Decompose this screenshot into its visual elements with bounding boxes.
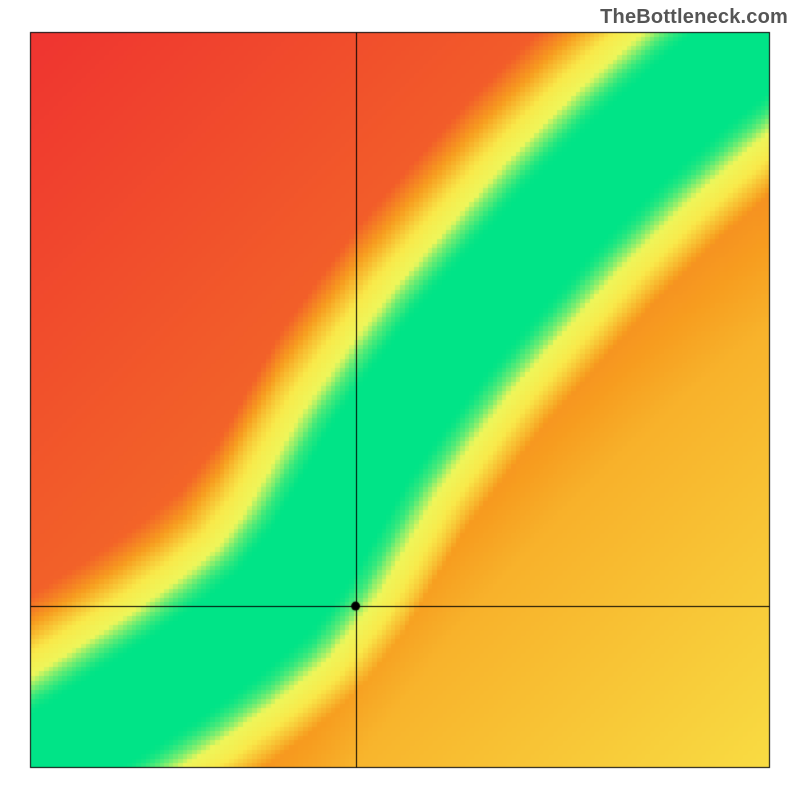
heatmap-canvas xyxy=(0,0,800,800)
watermark-text: TheBottleneck.com xyxy=(600,6,788,29)
chart-container: TheBottleneck.com xyxy=(0,0,800,800)
